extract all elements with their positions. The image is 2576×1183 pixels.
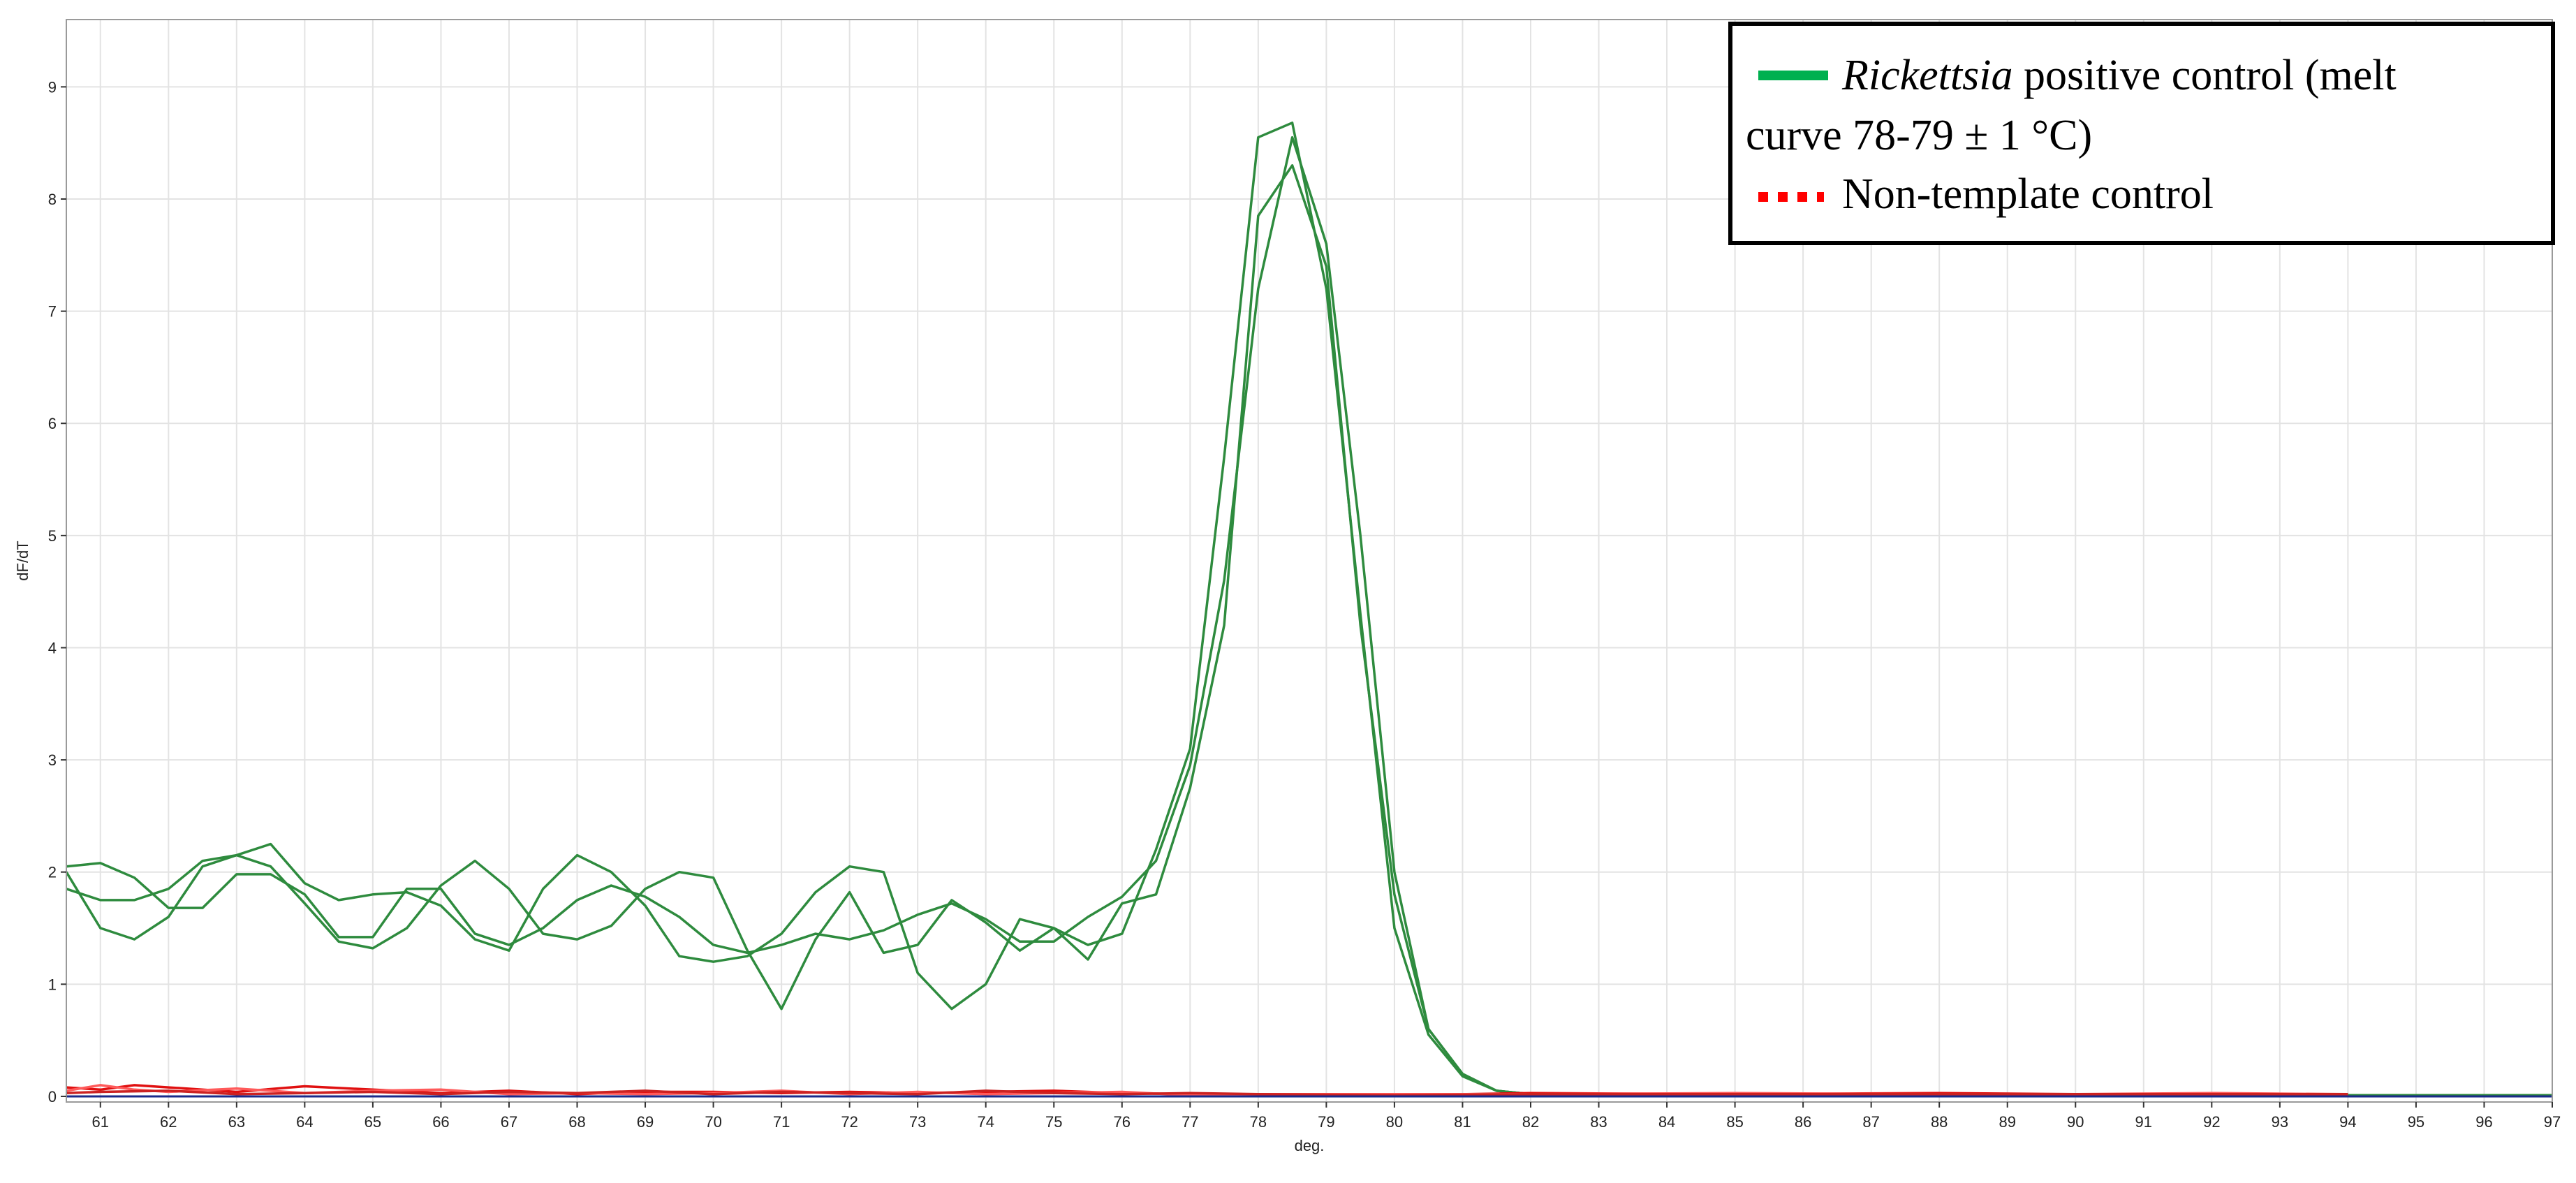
x-tick-label: 65: [365, 1113, 381, 1131]
y-axis-label: dF/dT: [14, 541, 31, 580]
y-tick-label: 7: [48, 303, 57, 321]
plot-frame: [66, 19, 2553, 1103]
x-tick-label: 70: [705, 1113, 721, 1131]
x-tick-label: 62: [160, 1113, 177, 1131]
x-tick-label: 91: [2135, 1113, 2152, 1131]
series-line-1: [65, 122, 2552, 1097]
x-tick-label: 61: [92, 1113, 109, 1131]
legend-label-positive-control-line1: Rickettsia positive control (melt: [1841, 52, 2397, 99]
series-line-2: [66, 164, 2552, 1097]
legend-label-positive-control-line2: curve 78-79 ± 1 °C): [1746, 112, 2092, 159]
y-tick-label: 5: [48, 527, 57, 545]
x-tick-label: 79: [1318, 1113, 1334, 1131]
x-tick-label: 67: [501, 1113, 517, 1131]
x-tick-label: 87: [1862, 1113, 1879, 1131]
x-tick-label: 93: [2272, 1113, 2288, 1131]
x-tick-label: 76: [1114, 1113, 1131, 1131]
y-tick-label: 4: [48, 639, 57, 656]
x-tick-label: 66: [432, 1113, 449, 1131]
x-tick-label: 86: [1795, 1113, 1811, 1131]
y-tick-label: 2: [48, 864, 57, 881]
y-tick-label: 6: [48, 415, 57, 432]
x-tick-label: 78: [1250, 1113, 1267, 1131]
x-tick-label: 68: [568, 1113, 585, 1131]
x-tick-label: 64: [296, 1113, 313, 1131]
x-axis-label: deg.: [1295, 1137, 1325, 1154]
x-tick-label: 89: [1999, 1113, 2015, 1131]
x-tick-label: 94: [2339, 1113, 2356, 1131]
x-tick-label: 96: [2475, 1113, 2492, 1131]
x-tick-label: 72: [841, 1113, 858, 1131]
x-tick-label: 92: [2203, 1113, 2220, 1131]
legend-label-non-template-control: Non-template control: [1842, 170, 2214, 218]
x-tick-label: 84: [1658, 1113, 1675, 1131]
y-tick-label: 8: [48, 191, 57, 208]
series-layer: [65, 122, 2552, 1098]
y-tick-label: 0: [48, 1088, 57, 1105]
x-tick-label: 71: [773, 1113, 790, 1131]
tick-labels: 61 62 63 64 65 66 67 68 69 70 71 72 73 74 75 76 77 78 79 80…: [48, 78, 2561, 1131]
x-tick-label: 63: [228, 1113, 245, 1131]
legend-box: [1728, 22, 2555, 245]
legend: Rickettsia positive control (melt curve …: [1728, 22, 2555, 245]
legend-label-positive-control-text: positive control (melt: [2012, 52, 2396, 99]
x-tick-label: 88: [1931, 1113, 1948, 1131]
y-tick-label: 3: [48, 751, 57, 769]
legend-italic-genus: Rickettsia: [1841, 52, 2012, 99]
x-tick-label: 69: [637, 1113, 654, 1131]
x-tick-label: 82: [1522, 1113, 1539, 1131]
x-tick-label: 80: [1386, 1113, 1403, 1131]
x-tick-label: 77: [1182, 1113, 1198, 1131]
x-tick-label: 83: [1590, 1113, 1607, 1131]
x-tick-label: 97: [2544, 1113, 2561, 1131]
y-tick-label: 1: [48, 976, 57, 993]
x-tick-label: 81: [1454, 1113, 1471, 1131]
x-tick-label: 75: [1045, 1113, 1062, 1131]
x-tick-label: 90: [2067, 1113, 2084, 1131]
x-tick-label: 73: [909, 1113, 926, 1131]
x-tick-label: 95: [2408, 1113, 2424, 1131]
y-tick-label: 9: [48, 78, 57, 96]
x-tick-label: 74: [977, 1113, 994, 1131]
axes: [66, 19, 2553, 1103]
x-tick-label: 85: [1726, 1113, 1743, 1131]
series-line-5: [66, 1089, 2348, 1097]
